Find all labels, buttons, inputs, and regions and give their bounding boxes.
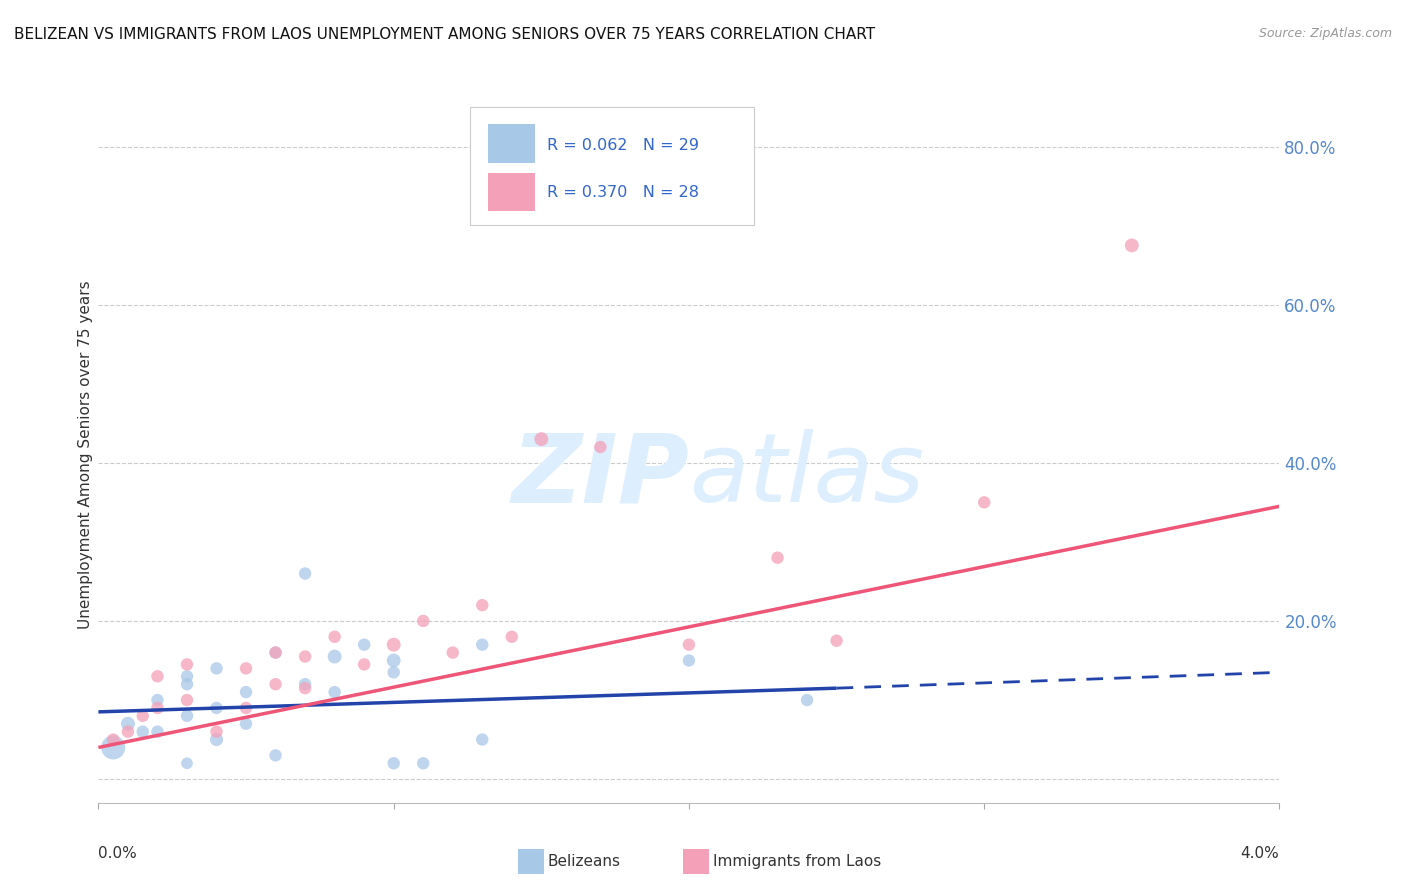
Point bbox=[294, 649, 316, 664]
Point bbox=[501, 630, 523, 644]
Point bbox=[205, 732, 228, 747]
Point bbox=[176, 677, 198, 691]
Point bbox=[264, 748, 287, 763]
Point bbox=[176, 669, 198, 683]
Point bbox=[412, 756, 434, 771]
Point bbox=[132, 708, 155, 723]
Text: 4.0%: 4.0% bbox=[1240, 847, 1279, 862]
Point bbox=[176, 657, 198, 672]
Point bbox=[530, 432, 553, 446]
Point bbox=[323, 685, 346, 699]
Point bbox=[146, 701, 169, 715]
Point bbox=[264, 677, 287, 691]
Point bbox=[205, 724, 228, 739]
Point bbox=[382, 653, 405, 667]
Point bbox=[235, 716, 257, 731]
Point bbox=[103, 740, 125, 755]
Point bbox=[176, 693, 198, 707]
Point bbox=[323, 630, 346, 644]
Point bbox=[264, 646, 287, 660]
Point bbox=[264, 646, 287, 660]
Point bbox=[678, 638, 700, 652]
Point bbox=[132, 724, 155, 739]
Point bbox=[382, 638, 405, 652]
Text: 0.0%: 0.0% bbox=[98, 847, 138, 862]
Text: R = 0.062   N = 29: R = 0.062 N = 29 bbox=[547, 137, 699, 153]
Point bbox=[205, 661, 228, 675]
Point bbox=[146, 724, 169, 739]
Point bbox=[412, 614, 434, 628]
Point bbox=[678, 653, 700, 667]
Point bbox=[353, 657, 375, 672]
Y-axis label: Unemployment Among Seniors over 75 years: Unemployment Among Seniors over 75 years bbox=[77, 281, 93, 629]
Point bbox=[471, 638, 494, 652]
Point bbox=[146, 693, 169, 707]
Point bbox=[796, 693, 818, 707]
Point bbox=[176, 708, 198, 723]
Point bbox=[589, 440, 612, 454]
Point bbox=[117, 724, 139, 739]
Point bbox=[382, 756, 405, 771]
Point bbox=[973, 495, 995, 509]
Bar bbox=[471, 107, 754, 226]
Point bbox=[471, 732, 494, 747]
Bar bbox=[683, 849, 709, 874]
Point bbox=[471, 598, 494, 612]
Point bbox=[117, 716, 139, 731]
Text: BELIZEAN VS IMMIGRANTS FROM LAOS UNEMPLOYMENT AMONG SENIORS OVER 75 YEARS CORREL: BELIZEAN VS IMMIGRANTS FROM LAOS UNEMPLO… bbox=[14, 27, 875, 42]
Point bbox=[103, 732, 125, 747]
Point bbox=[235, 685, 257, 699]
Point bbox=[146, 669, 169, 683]
Text: Immigrants from Laos: Immigrants from Laos bbox=[713, 855, 880, 870]
Point bbox=[441, 646, 464, 660]
Point bbox=[235, 661, 257, 675]
Text: atlas: atlas bbox=[689, 429, 924, 523]
Point bbox=[1121, 238, 1143, 252]
Point bbox=[382, 665, 405, 680]
Point bbox=[353, 638, 375, 652]
Point bbox=[294, 566, 316, 581]
Point bbox=[235, 701, 257, 715]
Bar bbox=[517, 849, 544, 874]
Point bbox=[825, 633, 848, 648]
Bar bbox=[488, 173, 536, 211]
Point bbox=[294, 677, 316, 691]
Text: Belizeans: Belizeans bbox=[547, 855, 620, 870]
Text: ZIP: ZIP bbox=[510, 429, 689, 523]
Point bbox=[323, 649, 346, 664]
Point bbox=[176, 756, 198, 771]
Point bbox=[205, 701, 228, 715]
Bar bbox=[488, 125, 536, 162]
Point bbox=[766, 550, 789, 565]
Text: R = 0.370   N = 28: R = 0.370 N = 28 bbox=[547, 186, 699, 200]
Text: Source: ZipAtlas.com: Source: ZipAtlas.com bbox=[1258, 27, 1392, 40]
Point bbox=[294, 681, 316, 695]
